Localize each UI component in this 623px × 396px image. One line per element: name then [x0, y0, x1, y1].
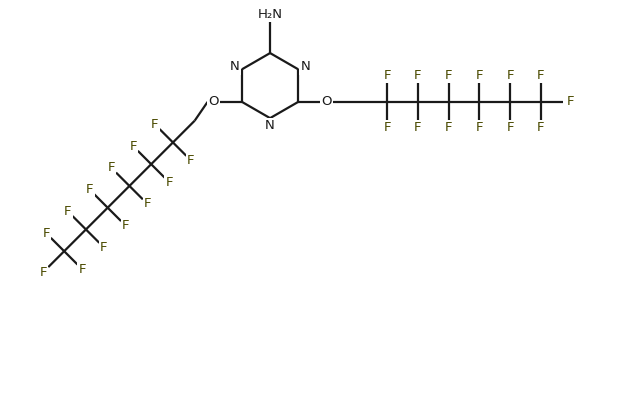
Text: F: F [187, 154, 194, 167]
Text: F: F [130, 140, 137, 153]
Text: F: F [506, 69, 514, 82]
Text: O: O [208, 95, 219, 109]
Text: F: F [567, 95, 574, 109]
Text: F: F [144, 198, 151, 210]
Text: F: F [151, 118, 159, 131]
Text: F: F [475, 69, 483, 82]
Text: F: F [414, 122, 422, 134]
Text: F: F [414, 69, 422, 82]
Text: F: F [86, 183, 93, 196]
Text: F: F [108, 162, 115, 175]
Text: F: F [537, 69, 545, 82]
Text: F: F [100, 241, 108, 254]
Text: F: F [537, 122, 545, 134]
Text: N: N [230, 61, 240, 74]
Text: F: F [42, 227, 50, 240]
Text: F: F [445, 122, 452, 134]
Text: F: F [475, 122, 483, 134]
Text: F: F [122, 219, 130, 232]
Text: F: F [78, 263, 86, 276]
Text: F: F [64, 205, 72, 218]
Text: H₂N: H₂N [257, 8, 283, 21]
Text: F: F [166, 176, 173, 188]
Text: O: O [321, 95, 332, 109]
Text: N: N [265, 119, 275, 132]
Text: F: F [383, 69, 391, 82]
Text: F: F [39, 266, 47, 279]
Text: F: F [383, 122, 391, 134]
Text: F: F [506, 122, 514, 134]
Text: N: N [300, 61, 310, 74]
Text: F: F [445, 69, 452, 82]
